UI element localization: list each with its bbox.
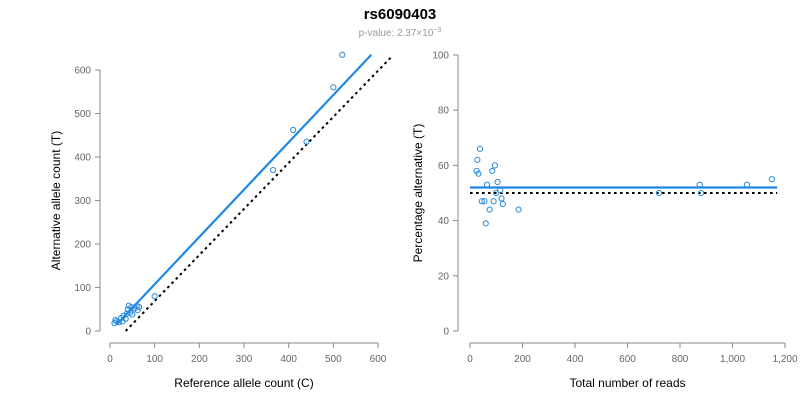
p-value-exponent: −3 [433,27,441,34]
y-tick-label: 300 [74,196,91,207]
data-point [134,307,141,314]
data-point [655,189,663,197]
data-point [151,293,158,300]
y-tick-label: 400 [74,153,91,164]
y-tick-label: 600 [74,66,91,77]
x-tick-label: 200 [514,354,531,365]
chart-subtitle: p-value: 2.37×10−3 [359,27,442,39]
reference-line [124,56,393,332]
data-point [515,206,522,213]
x-tick-label: 400 [280,354,297,365]
data-point [489,167,496,175]
chart-title: rs6090403 [364,6,437,23]
x-tick-label: 100 [146,354,163,365]
data-point [303,138,310,145]
x-tick-label: 1,200 [772,354,797,365]
x-tick-label: 600 [619,354,636,365]
y-tick-label: 0 [85,327,91,338]
x-tick-label: 300 [236,354,253,365]
data-point [486,206,493,213]
data-point [475,170,482,177]
x-tick-label: 800 [672,354,689,365]
y-tick-label: 0 [443,327,449,338]
data-point [269,166,277,174]
x-tick-label: 0 [467,354,473,365]
x-tick-label: 0 [107,354,113,365]
data-point [129,311,136,318]
y-tick-label: 40 [438,216,450,227]
right-panel: 0 200 400 600 800 1,000 1,200 0 20 40 60 80 100 Total… [411,51,798,391]
y-tick-label: 100 [74,283,91,294]
y-tick-label: 80 [438,106,450,117]
data-point [490,198,497,205]
y-tick-label: 500 [74,109,91,120]
data-point [697,189,705,197]
x-axis-title: Total number of reads [569,376,685,390]
left-panel: 0 100 200 300 400 500 600 0 100 200 300 400 500 600 Re… [49,51,393,390]
x-tick-label: 500 [325,354,342,365]
data-point [494,178,501,186]
data-point [481,198,488,205]
y-tick-label: 20 [438,271,450,282]
data-point [476,145,484,152]
y-axis-title: Alternative allele count (T) [49,131,63,270]
y-tick-label: 200 [74,240,91,251]
x-tick-label: 200 [191,354,208,365]
x-tick-label: 400 [567,354,584,365]
x-tick-label: 1,000 [720,354,745,365]
p-value-label: p-value: 2.37×10 [359,28,434,39]
data-point [290,126,297,134]
data-point [498,195,505,202]
data-point [768,176,775,183]
data-point [478,198,485,205]
data-point [339,51,346,58]
data-point [330,84,337,91]
y-axis-title: Percentage alternative (T) [411,124,425,263]
x-tick-label: 600 [370,354,387,365]
data-point [135,303,143,311]
data-point [491,162,499,169]
x-axis-title: Reference allele count (C) [174,376,313,390]
data-point [474,156,481,163]
y-tick-label: 100 [432,51,449,62]
fit-line [115,54,373,326]
data-point [482,220,489,227]
y-tick-label: 60 [438,161,450,172]
data-point [499,200,506,208]
